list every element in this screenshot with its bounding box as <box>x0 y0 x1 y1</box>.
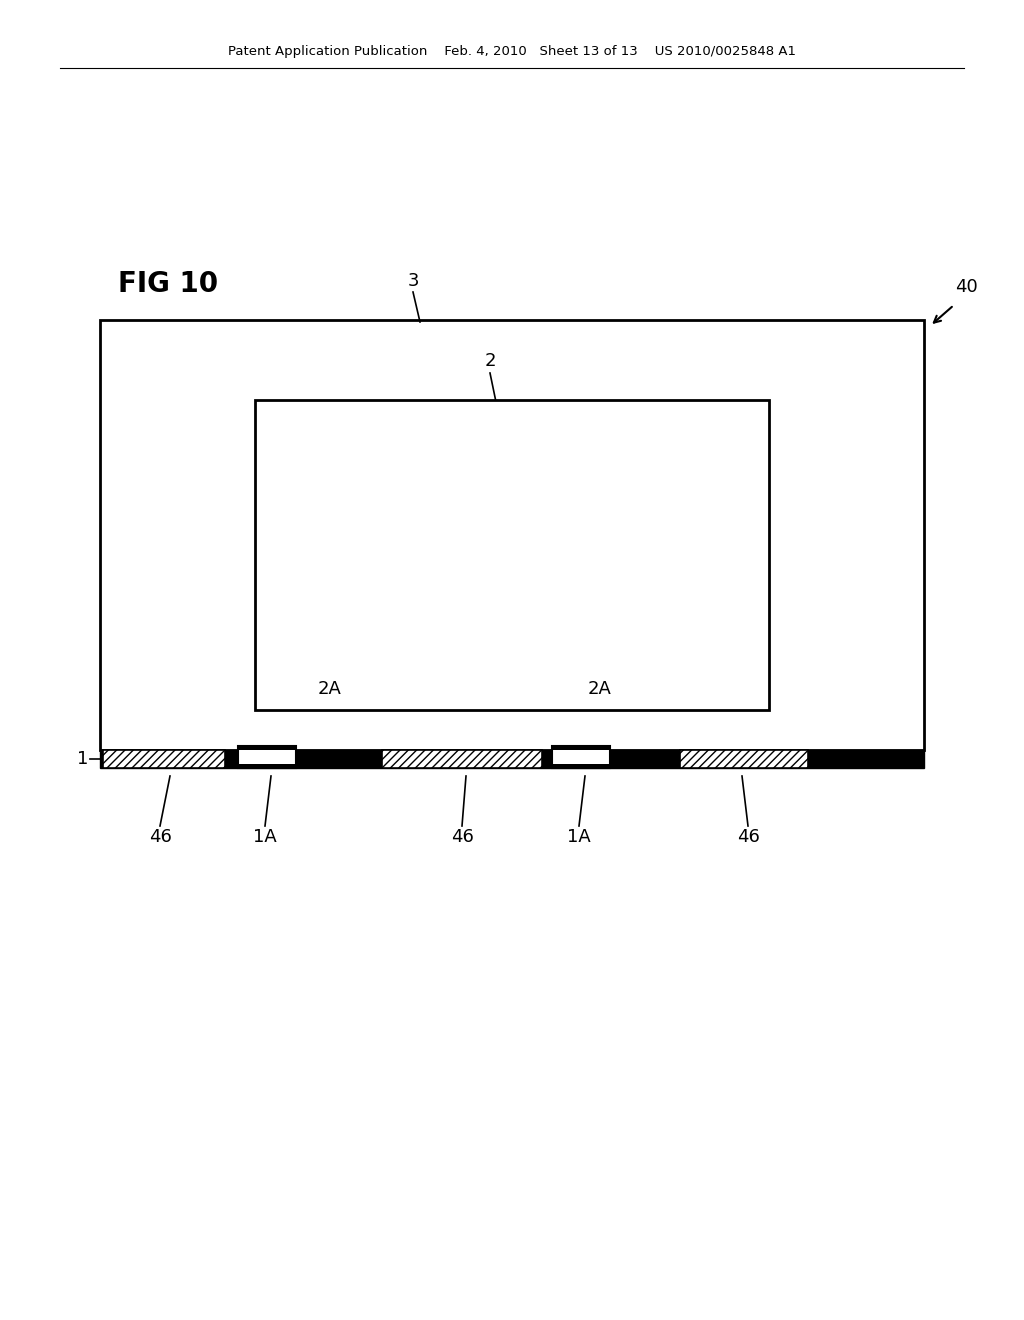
Text: 1: 1 <box>77 750 88 768</box>
Bar <box>100 750 924 768</box>
Bar <box>100 319 924 750</box>
Text: FIG 10: FIG 10 <box>118 271 218 298</box>
Bar <box>238 746 296 750</box>
Text: 40: 40 <box>955 279 978 296</box>
Bar <box>382 750 542 768</box>
Text: 1A: 1A <box>567 828 591 846</box>
Text: 1A: 1A <box>253 828 276 846</box>
Bar <box>238 746 296 768</box>
Bar <box>103 750 225 768</box>
Text: 46: 46 <box>148 828 171 846</box>
Bar <box>552 746 610 768</box>
Text: 2A: 2A <box>588 680 612 698</box>
Text: 3: 3 <box>408 272 419 290</box>
Text: Patent Application Publication    Feb. 4, 2010   Sheet 13 of 13    US 2010/00258: Patent Application Publication Feb. 4, 2… <box>228 45 796 58</box>
Text: 2: 2 <box>484 352 496 370</box>
Bar <box>255 400 769 710</box>
Text: 46: 46 <box>451 828 473 846</box>
Text: 46: 46 <box>736 828 760 846</box>
Bar <box>238 764 296 768</box>
Bar <box>680 750 808 768</box>
Bar <box>552 746 610 750</box>
Bar <box>552 764 610 768</box>
Text: 2A: 2A <box>318 680 342 698</box>
